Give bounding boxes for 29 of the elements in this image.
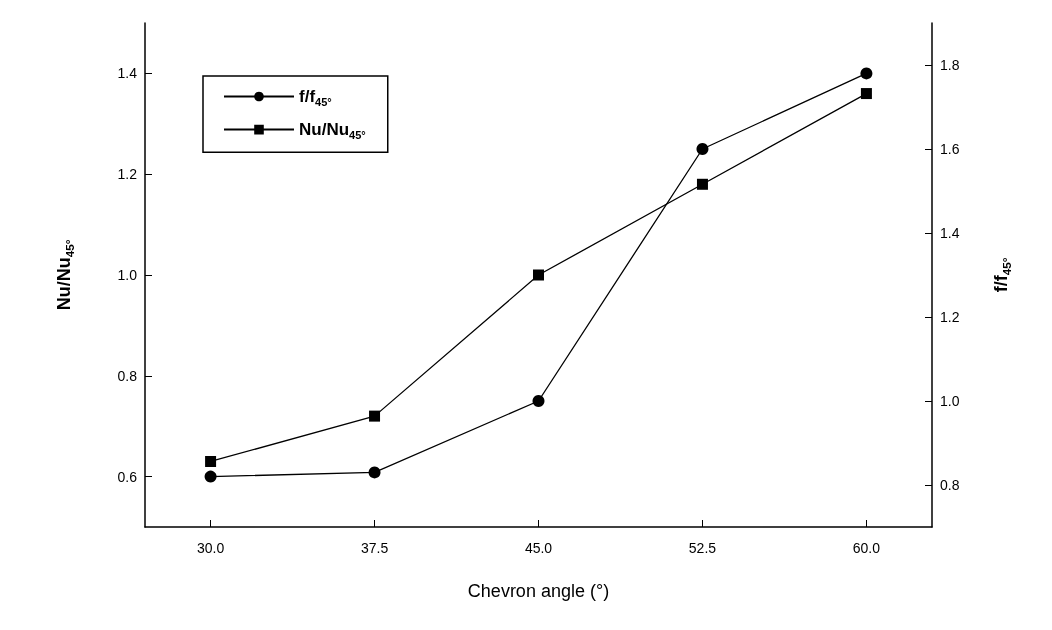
y2-axis-title: f/f45° bbox=[991, 257, 1014, 293]
y2-tick-label: 0.8 bbox=[940, 477, 960, 493]
x-tick-label: 60.0 bbox=[852, 540, 881, 556]
y2-tick-label: 1.4 bbox=[940, 225, 960, 241]
y-tick-label: 1.0 bbox=[117, 267, 138, 283]
point bbox=[696, 143, 709, 155]
y-tick-label: 1.4 bbox=[117, 65, 138, 82]
y2-tick-label: 1.0 bbox=[940, 393, 960, 409]
y-axis-title: Nu/Nu45° bbox=[53, 239, 76, 311]
x-axis-title: Chevron angle (°) bbox=[467, 581, 610, 601]
y-tick-label: 0.8 bbox=[117, 367, 138, 384]
y2-tick-label: 1.2 bbox=[940, 309, 960, 325]
point bbox=[860, 88, 872, 100]
point bbox=[533, 269, 544, 281]
point bbox=[205, 455, 217, 467]
point bbox=[532, 395, 545, 407]
y2-tick-label: 1.8 bbox=[940, 57, 960, 73]
x-tick-label: 37.5 bbox=[360, 540, 389, 556]
x-tick-label: 30.0 bbox=[196, 540, 225, 556]
x-tick-label: 45.0 bbox=[524, 540, 553, 556]
point bbox=[696, 178, 708, 190]
point bbox=[860, 67, 873, 80]
x-tick-label: 52.5 bbox=[688, 540, 717, 556]
point bbox=[369, 410, 381, 422]
point bbox=[204, 470, 217, 483]
point bbox=[368, 466, 381, 479]
y-tick-label: 1.2 bbox=[117, 166, 138, 183]
y2-tick-label: 1.6 bbox=[940, 141, 960, 157]
y-tick-label: 0.6 bbox=[117, 468, 138, 485]
